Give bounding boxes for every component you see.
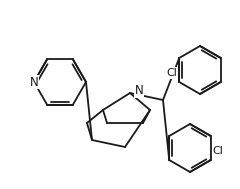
Text: Cl: Cl [166, 68, 177, 78]
Text: N: N [30, 75, 38, 88]
Text: N: N [135, 84, 144, 98]
Text: Cl: Cl [213, 146, 224, 156]
